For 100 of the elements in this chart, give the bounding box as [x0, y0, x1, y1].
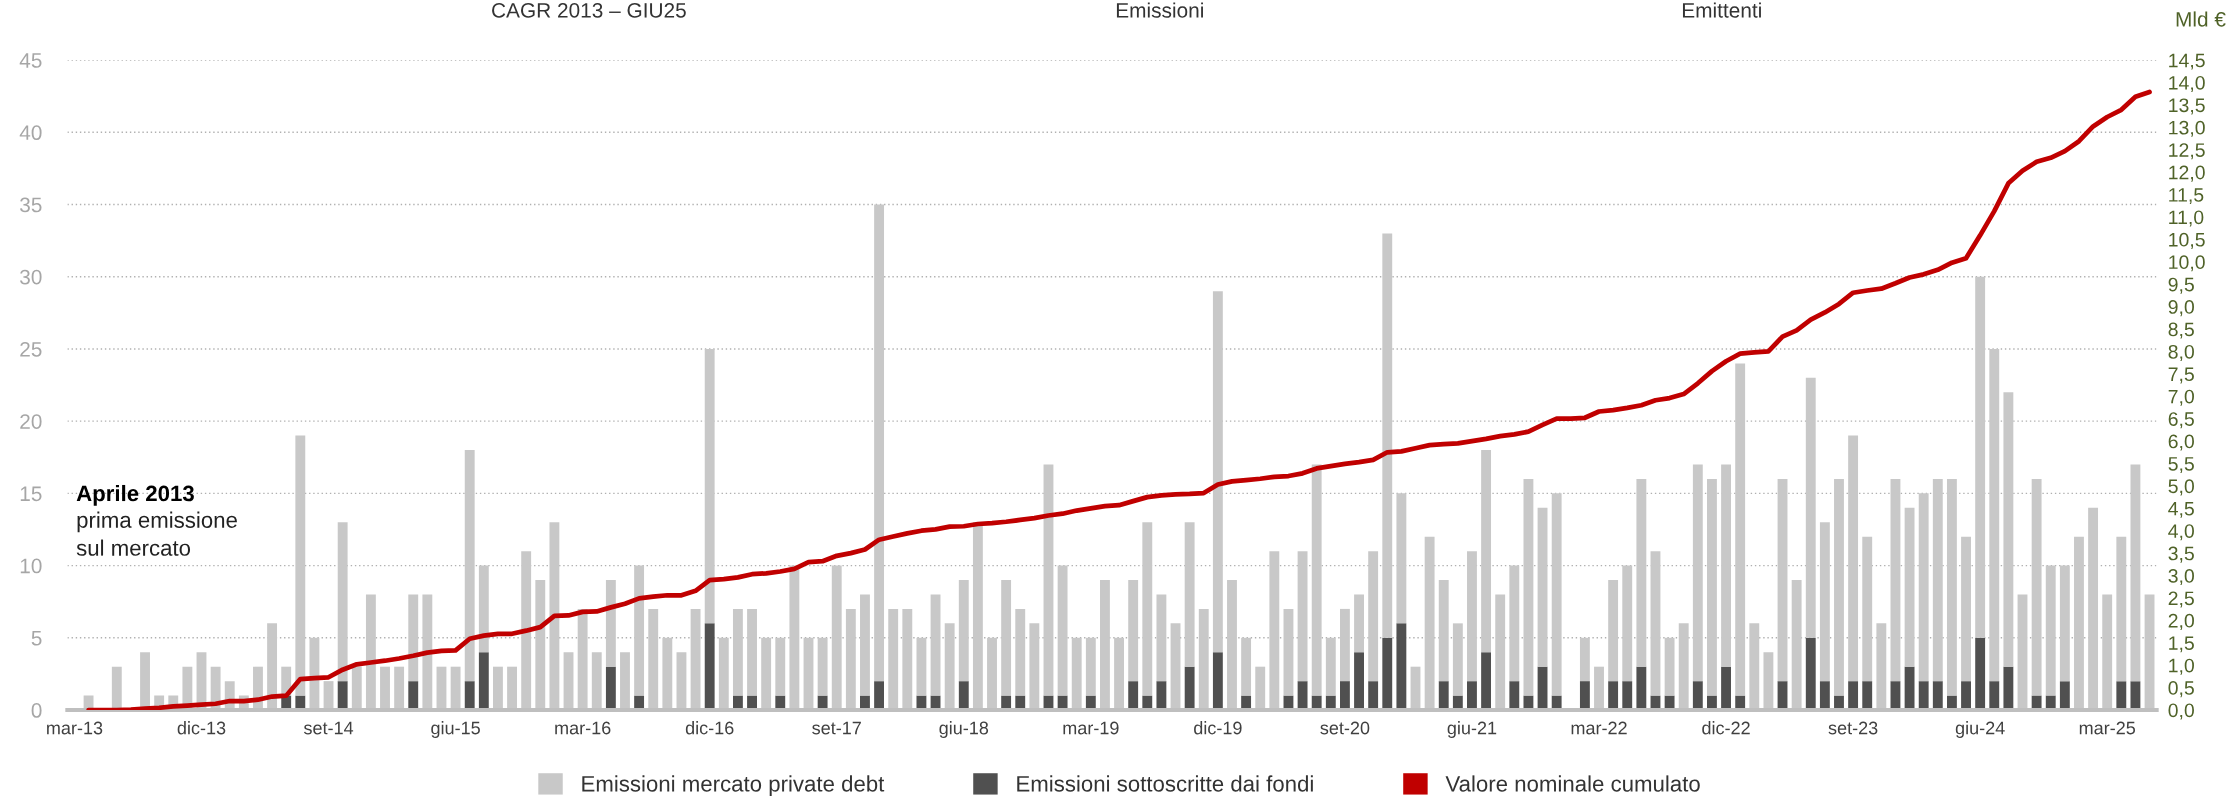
bar: [111, 666, 122, 711]
bar: [747, 608, 757, 696]
bar: [775, 637, 786, 696]
x-tick-label: dic-22: [1702, 721, 1750, 735]
x-tick-label: dic-19: [1194, 721, 1242, 735]
bar: [1382, 637, 1393, 711]
bar: [1579, 681, 1590, 711]
y2-tick-label: 0,0: [2168, 703, 2194, 720]
bar: [1862, 536, 1873, 682]
x-tick-label: mar-25: [2079, 721, 2136, 735]
legend-label: Valore nominale cumulato: [1445, 775, 1700, 792]
bar: [1932, 681, 1943, 711]
y2-tick-label: 9,0: [2168, 300, 2194, 317]
bar: [2116, 681, 2127, 711]
y2-tick-label: 10,0: [2169, 255, 2205, 272]
y2-tick-label: 3,5: [2168, 546, 2194, 563]
bar: [1622, 565, 1633, 682]
bar: [1721, 464, 1731, 667]
x-tick-label: set-14: [303, 721, 354, 735]
x-tick-label: set-20: [1320, 721, 1370, 735]
bar: [1961, 681, 1971, 711]
x-tick-label: giu-15: [431, 721, 480, 738]
bar: [1297, 681, 1308, 711]
bar: [1975, 637, 1986, 711]
bar: [2031, 478, 2042, 696]
bar: [1156, 681, 1167, 711]
bar: [464, 450, 475, 682]
y-tick-label: 30: [20, 269, 42, 285]
bar: [958, 580, 969, 682]
x-tick-label: mar-16: [555, 721, 611, 735]
bar: [337, 681, 348, 711]
x-tick-label: set-17: [812, 721, 861, 735]
bar: [1622, 681, 1633, 711]
bar: [2003, 392, 2014, 667]
bar: [1396, 493, 1407, 624]
bar: [1241, 637, 1252, 696]
bar: [1325, 637, 1336, 696]
legend-label: Emissioni mercato private debt: [582, 775, 885, 797]
y2-tick-label: 1,5: [2169, 636, 2194, 653]
bar: [704, 623, 715, 711]
bar: [1438, 681, 1449, 711]
bar: [464, 681, 475, 711]
bar: [1481, 450, 1492, 653]
bar: [1467, 551, 1477, 682]
bar: [1509, 565, 1520, 682]
y-tick-label: 15: [20, 486, 42, 502]
bar: [1043, 464, 1054, 696]
y-tick-label: 45: [19, 53, 42, 68]
bar: [1834, 478, 1844, 696]
y2-tick-label: 12,0: [2169, 165, 2205, 182]
annotation: Aprile 2013: [76, 484, 194, 506]
bar: [1142, 522, 1153, 696]
bar: [1692, 681, 1703, 711]
bar: [1368, 551, 1379, 682]
bar: [874, 204, 885, 682]
y2-tick-label: 14,0: [2169, 75, 2205, 93]
y2-tick-label: 10,5: [2169, 232, 2205, 249]
bar: [1297, 551, 1308, 682]
y2-tick-label: 2,0: [2168, 613, 2194, 630]
y2-tick-label: 6,0: [2168, 434, 2194, 451]
bar: [1918, 493, 1929, 682]
bar: [1128, 580, 1139, 682]
y-tick-label: 35: [20, 197, 42, 213]
y2-axis-title: Mld €: [2176, 11, 2226, 27]
bar: [1819, 681, 1830, 711]
bar: [1438, 580, 1449, 682]
bar: [1989, 681, 2000, 711]
bar: [2116, 536, 2127, 682]
bar: [605, 580, 616, 667]
annotation: prima emissione sul mercato: [76, 511, 237, 556]
bar: [1085, 637, 1096, 696]
bar: [1961, 536, 1971, 682]
bar: [1523, 478, 1534, 696]
y2-tick-label: 7,0: [2168, 389, 2194, 406]
y2-tick-label: 11,5: [2169, 188, 2204, 205]
bar: [1819, 522, 1830, 682]
bar: [1579, 637, 1590, 682]
bar: [1975, 276, 1986, 638]
bar: [860, 594, 870, 696]
x-tick-label: mar-22: [1571, 721, 1627, 735]
y2-tick-label: 4,0: [2168, 524, 2194, 541]
bar: [1311, 464, 1322, 696]
bar: [1636, 478, 1647, 667]
bar: [930, 594, 941, 696]
x-tick-label: set-23: [1828, 721, 1878, 735]
bar: [704, 348, 715, 624]
bar: [408, 594, 419, 682]
bar: [1608, 681, 1619, 711]
bar: [1650, 551, 1661, 696]
bar: [1382, 233, 1393, 638]
bar: [732, 608, 743, 696]
bar: [1904, 666, 1915, 711]
bar: [1339, 681, 1350, 711]
y-tick-label: 20: [20, 414, 42, 429]
bar: [1212, 291, 1223, 653]
bar: [2045, 565, 2056, 696]
bar: [1946, 478, 1957, 696]
bar: [1368, 681, 1379, 711]
bar: [2130, 681, 2141, 711]
y2-tick-label: 13,0: [2169, 120, 2205, 137]
